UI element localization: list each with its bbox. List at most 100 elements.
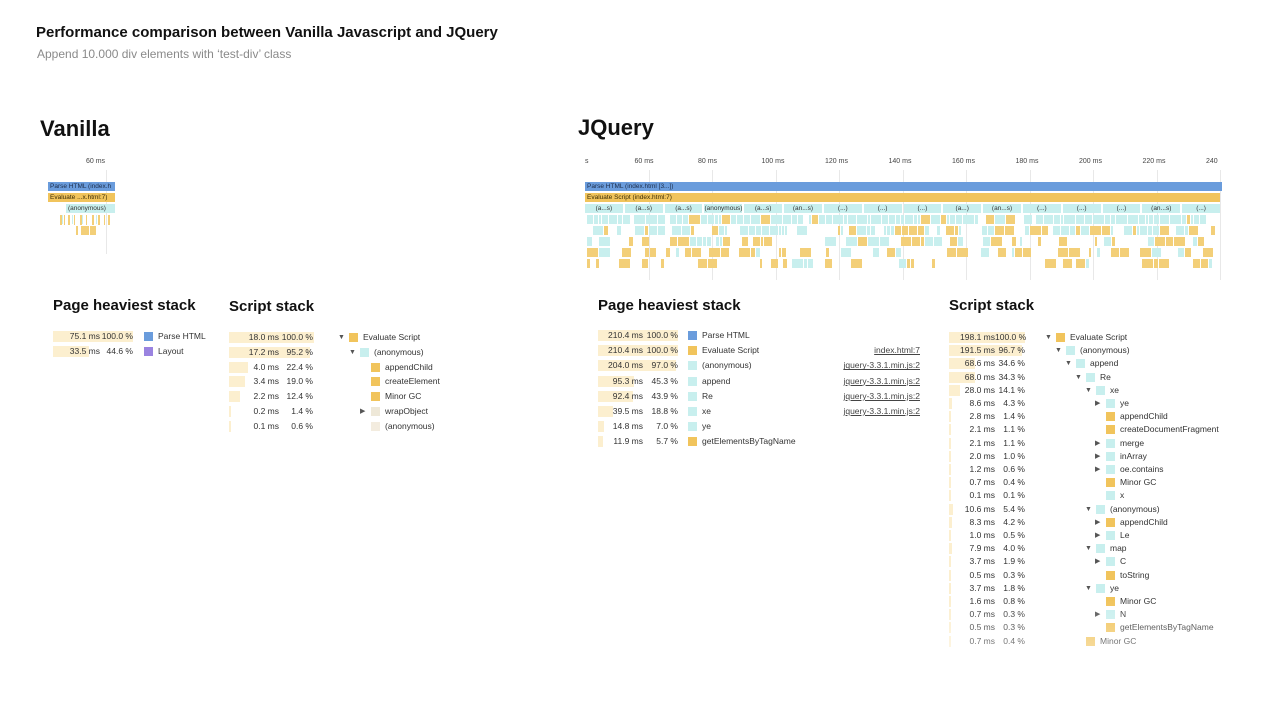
jquery-anonymous-bar[interactable]: (...) bbox=[863, 204, 902, 213]
jquery-script-row[interactable]: 2.1 ms 1.1 % ▶ merge bbox=[949, 436, 1249, 451]
jquery-script-row[interactable]: 1.2 ms 0.6 % ▶ oe.contains bbox=[949, 462, 1249, 477]
category-swatch-icon bbox=[144, 332, 153, 341]
jquery-flame-slice bbox=[1191, 215, 1193, 224]
jquery-heaviest-row[interactable]: 210.4 ms 100.0 % Parse HTML bbox=[598, 328, 920, 343]
vanilla-heaviest-row[interactable]: 75.1 ms 100.0 % Parse HTML bbox=[53, 329, 223, 344]
caret-down-icon[interactable]: ▼ bbox=[1075, 373, 1082, 381]
caret-down-icon[interactable]: ▼ bbox=[1085, 505, 1092, 513]
vanilla-script-row[interactable]: 2.2 ms 12.4 % Minor GC bbox=[229, 389, 489, 404]
caret-down-icon[interactable]: ▼ bbox=[338, 334, 345, 341]
stack-label: Evaluate Script bbox=[363, 332, 421, 342]
jquery-anonymous-bar[interactable]: (a...s) bbox=[585, 204, 623, 213]
caret-right-icon[interactable]: ▶ bbox=[1095, 558, 1101, 566]
vanilla-anonymous-bar[interactable]: (anonymous) bbox=[66, 204, 115, 213]
jquery-anonymous-bar[interactable]: (an...s) bbox=[983, 204, 1021, 213]
jquery-script-row[interactable]: 0.7 ms 0.4 % Minor GC bbox=[949, 475, 1249, 490]
jquery-anonymous-bar[interactable]: (...) bbox=[1182, 204, 1220, 213]
percent-value: 0.4 % bbox=[1003, 477, 1025, 488]
source-link[interactable]: jquery-3.3.1.min.js:2 bbox=[843, 406, 920, 416]
jquery-anonymous-bar[interactable]: (...) bbox=[903, 204, 942, 213]
jquery-script-row[interactable]: 3.7 ms 1.8 % ▼ ye bbox=[949, 581, 1249, 596]
jquery-flame-slice bbox=[691, 226, 694, 235]
vanilla-script-row[interactable]: 3.4 ms 19.0 % createElement bbox=[229, 374, 489, 389]
caret-right-icon[interactable]: ▶ bbox=[1095, 439, 1101, 447]
caret-down-icon[interactable]: ▼ bbox=[1085, 386, 1092, 394]
jquery-script-row[interactable]: 198.1 ms 100.0 % ▼ Evaluate Script bbox=[949, 330, 1249, 345]
jquery-flame-slice bbox=[658, 215, 665, 224]
jquery-anonymous-bar[interactable]: (...) bbox=[1102, 204, 1141, 213]
caret-right-icon[interactable]: ▶ bbox=[1095, 532, 1101, 539]
jquery-anonymous-bar[interactable]: (anonymous) bbox=[704, 204, 743, 213]
jquery-script-row[interactable]: 191.5 ms 96.7 % ▼ (anonymous) bbox=[949, 343, 1249, 358]
jquery-script-row[interactable]: 2.0 ms 1.0 % ▶ inArray bbox=[949, 449, 1249, 464]
caret-down-icon[interactable]: ▼ bbox=[1055, 347, 1062, 355]
vanilla-heaviest-row[interactable]: 33.5 ms 44.6 % Layout bbox=[53, 344, 223, 359]
caret-right-icon[interactable]: ▶ bbox=[1095, 400, 1101, 407]
jquery-script-row[interactable]: 68.6 ms 34.6 % ▼ append bbox=[949, 356, 1249, 371]
jquery-heaviest-row[interactable]: 39.5 ms 18.8 % xe jquery-3.3.1.min.js:2 bbox=[598, 404, 920, 419]
value-bar bbox=[229, 346, 310, 358]
value-bar bbox=[949, 384, 960, 396]
source-link[interactable]: index.html:7 bbox=[874, 345, 920, 356]
vanilla-evaluate-script-bar[interactable]: Evaluate ...x.html:7) bbox=[48, 193, 115, 202]
vanilla-script-row[interactable]: 0.2 ms 1.4 % ▶ wrapObject bbox=[229, 404, 489, 419]
jquery-anonymous-bar[interactable]: (a...) bbox=[943, 204, 982, 213]
jquery-script-row[interactable]: 2.1 ms 1.1 % createDocumentFragment bbox=[949, 422, 1249, 437]
jquery-anonymous-bar[interactable]: (a...s) bbox=[744, 204, 783, 213]
jquery-heaviest-row[interactable]: 204.0 ms 97.0 % (anonymous) jquery-3.3.1.mi… bbox=[598, 358, 920, 373]
vanilla-parse-html-bar[interactable]: Parse HTML (index.h bbox=[48, 182, 115, 191]
time-value: 0.7 ms bbox=[969, 477, 995, 488]
caret-down-icon[interactable]: ▼ bbox=[349, 348, 356, 356]
jquery-flame-chart[interactable]: s 60 ms 80 ms 100 ms 120 ms 140 ms 160 ms 180 m… bbox=[585, 158, 1223, 280]
jquery-heaviest-row[interactable]: 11.9 ms 5.7 % getElementsByTagName bbox=[598, 434, 920, 449]
jquery-script-row[interactable]: 8.6 ms 4.3 % ▶ ye bbox=[949, 396, 1249, 411]
jquery-timeline-rule bbox=[1029, 170, 1031, 280]
source-link[interactable]: jquery-3.3.1.min.js:2 bbox=[843, 390, 920, 401]
caret-down-icon[interactable]: ▼ bbox=[1085, 545, 1092, 553]
jquery-heaviest-row[interactable]: 95.3 ms 45.3 % append jquery-3.3.1.min.js:2 bbox=[598, 374, 920, 389]
jquery-script-row[interactable]: 0.1 ms 0.1 % x bbox=[949, 488, 1249, 503]
vanilla-script-row[interactable]: 0.1 ms 0.6 % (anonymous) bbox=[229, 419, 489, 434]
jquery-anonymous-bar[interactable]: (a...s) bbox=[664, 204, 703, 213]
jquery-flame-slice bbox=[723, 237, 730, 246]
caret-down-icon[interactable]: ▼ bbox=[1045, 334, 1052, 341]
jquery-script-row[interactable]: 1.0 ms 0.5 % ▶ Le bbox=[949, 528, 1249, 543]
vanilla-script-row[interactable]: 17.2 ms 95.2 % ▼ (anonymous) bbox=[229, 345, 489, 360]
value-bar bbox=[949, 411, 951, 423]
percent-value: 1.8 % bbox=[1003, 582, 1025, 593]
caret-right-icon[interactable]: ▶ bbox=[360, 408, 366, 415]
vanilla-script-row[interactable]: 4.0 ms 22.4 % appendChild bbox=[229, 360, 489, 375]
jquery-flame-slice bbox=[955, 226, 958, 235]
caret-right-icon[interactable]: ▶ bbox=[1095, 518, 1101, 526]
jquery-script-row[interactable]: 0.5 ms 0.3 % toString bbox=[949, 568, 1249, 583]
vanilla-flame-chart[interactable]: 60 ms Parse HTML (index.h Evaluate ...x.… bbox=[48, 158, 118, 254]
jquery-anonymous-bar[interactable]: (a...s) bbox=[624, 204, 663, 213]
source-link[interactable]: jquery-3.3.1.min.js:2 bbox=[843, 360, 920, 371]
jquery-heaviest-row[interactable]: 92.4 ms 43.9 % Re jquery-3.3.1.min.js:2 bbox=[598, 389, 920, 404]
caret-right-icon[interactable]: ▶ bbox=[1095, 452, 1101, 460]
caret-down-icon[interactable]: ▼ bbox=[1085, 584, 1092, 592]
jquery-script-row[interactable]: 8.3 ms 4.2 % ▶ appendChild bbox=[949, 515, 1249, 530]
caret-right-icon[interactable]: ▶ bbox=[1095, 466, 1101, 473]
jquery-heaviest-row[interactable]: 210.4 ms 100.0 % Evaluate Script index.html… bbox=[598, 343, 920, 358]
value-bar bbox=[949, 477, 951, 489]
jquery-script-row[interactable]: 3.7 ms 1.9 % ▶ C bbox=[949, 554, 1249, 569]
jquery-evaluate-script-bar[interactable]: Evaluate Script (index.html:7) bbox=[585, 193, 1220, 202]
vanilla-script-row[interactable]: 18.0 ms 100.0 % ▼ Evaluate Script bbox=[229, 330, 489, 345]
jquery-flame-slice bbox=[963, 215, 974, 224]
jquery-anonymous-bar[interactable]: (...) bbox=[1062, 204, 1101, 213]
jquery-anonymous-bar[interactable]: (...) bbox=[823, 204, 862, 213]
caret-down-icon[interactable]: ▼ bbox=[1065, 360, 1072, 368]
jquery-script-row[interactable]: 7.9 ms 4.0 % ▼ map bbox=[949, 541, 1249, 556]
jquery-heaviest-row[interactable]: 14.8 ms 7.0 % ye bbox=[598, 419, 920, 434]
source-link[interactable]: jquery-3.3.1.min.js:2 bbox=[843, 375, 920, 386]
jquery-script-row[interactable]: 28.0 ms 14.1 % ▼ xe bbox=[949, 383, 1249, 398]
jquery-parse-html-bar[interactable]: Parse HTML (index.html [3...]) bbox=[585, 182, 1222, 191]
jquery-anonymous-bar[interactable]: (an...s) bbox=[784, 204, 822, 213]
jquery-script-row[interactable]: 2.8 ms 1.4 % appendChild bbox=[949, 409, 1249, 424]
jquery-script-row[interactable]: 68.0 ms 34.3 % ▼ Re bbox=[949, 370, 1249, 385]
jquery-script-row[interactable]: 10.6 ms 5.4 % ▼ (anonymous) bbox=[949, 502, 1249, 517]
jquery-anonymous-bar[interactable]: (...) bbox=[1022, 204, 1061, 213]
jquery-timeline-tick: 60 ms bbox=[634, 158, 654, 165]
jquery-anonymous-bar[interactable]: (an...s) bbox=[1142, 204, 1181, 213]
